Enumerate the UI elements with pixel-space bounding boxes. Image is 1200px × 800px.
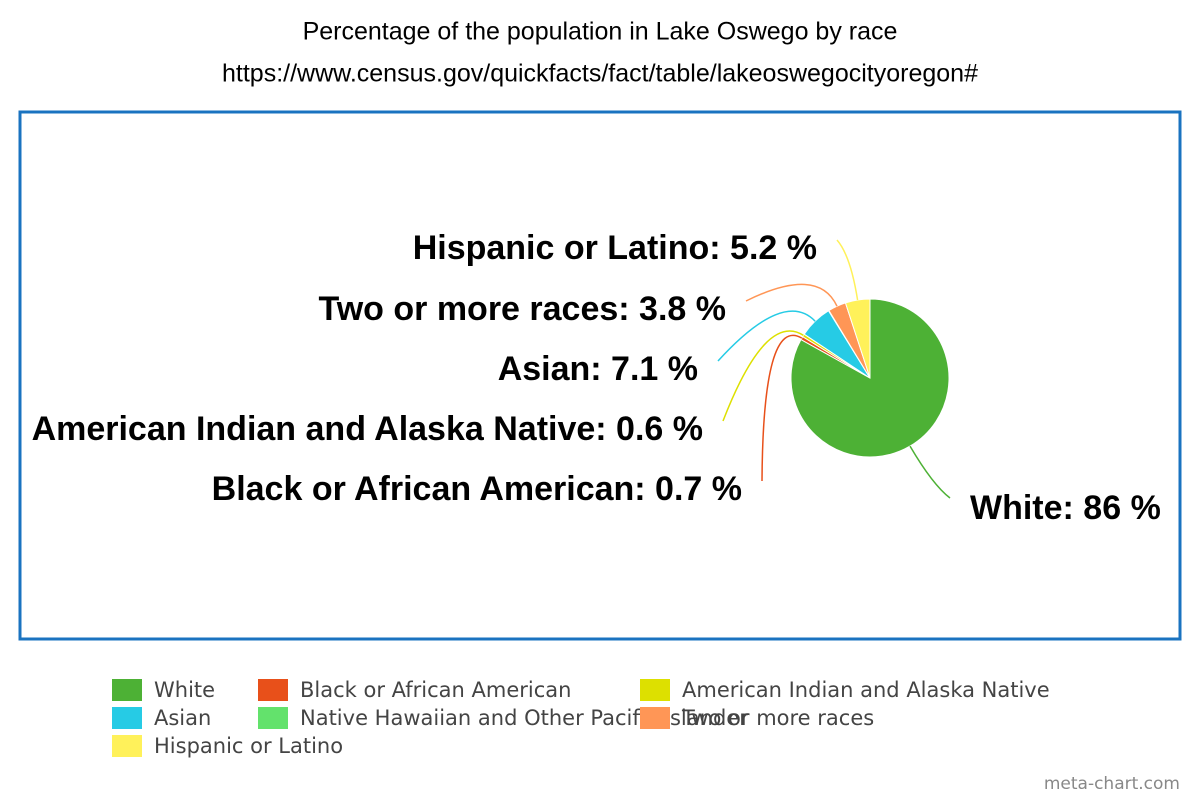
data-label: Two or more races: 3.8 % xyxy=(318,290,726,328)
chart-subtitle: https://www.census.gov/quickfacts/fact/t… xyxy=(222,60,978,88)
plot-frame xyxy=(18,110,1182,641)
data-label: Asian: 7.1 % xyxy=(498,350,698,388)
legend-swatch xyxy=(258,679,288,701)
pie-slice xyxy=(844,298,871,379)
data-label: White: 86 % xyxy=(970,489,1161,527)
legend-label: Two or more races xyxy=(681,706,874,730)
legend-swatch xyxy=(112,679,142,701)
legend-label: Asian xyxy=(154,706,211,730)
leader-line xyxy=(761,334,803,482)
legend-swatch xyxy=(640,679,670,701)
legend-label: Native Hawaiian and Other Pacific Island… xyxy=(300,706,748,730)
data-label: Hispanic or Latino: 5.2 % xyxy=(413,229,817,267)
leader-line xyxy=(836,239,859,301)
data-label: American Indian and Alaska Native: 0.6 % xyxy=(32,410,703,448)
legend-swatch xyxy=(640,707,670,729)
legend-label: American Indian and Alaska Native xyxy=(682,678,1050,702)
legend-swatch xyxy=(112,707,142,729)
data-label: Black or African American: 0.7 % xyxy=(212,470,742,508)
watermark: meta-chart.com xyxy=(1044,774,1180,794)
legend-swatch xyxy=(112,735,142,757)
legend-label: Black or African American xyxy=(300,678,571,702)
leader-line xyxy=(909,445,951,499)
legend-swatch xyxy=(258,707,288,729)
chart-title: Percentage of the population in Lake Osw… xyxy=(303,18,898,46)
leader-line xyxy=(745,283,838,307)
legend-label: White xyxy=(154,678,215,702)
legend-label: Hispanic or Latino xyxy=(154,734,343,758)
leader-line xyxy=(717,310,816,362)
leader-line xyxy=(722,330,804,422)
